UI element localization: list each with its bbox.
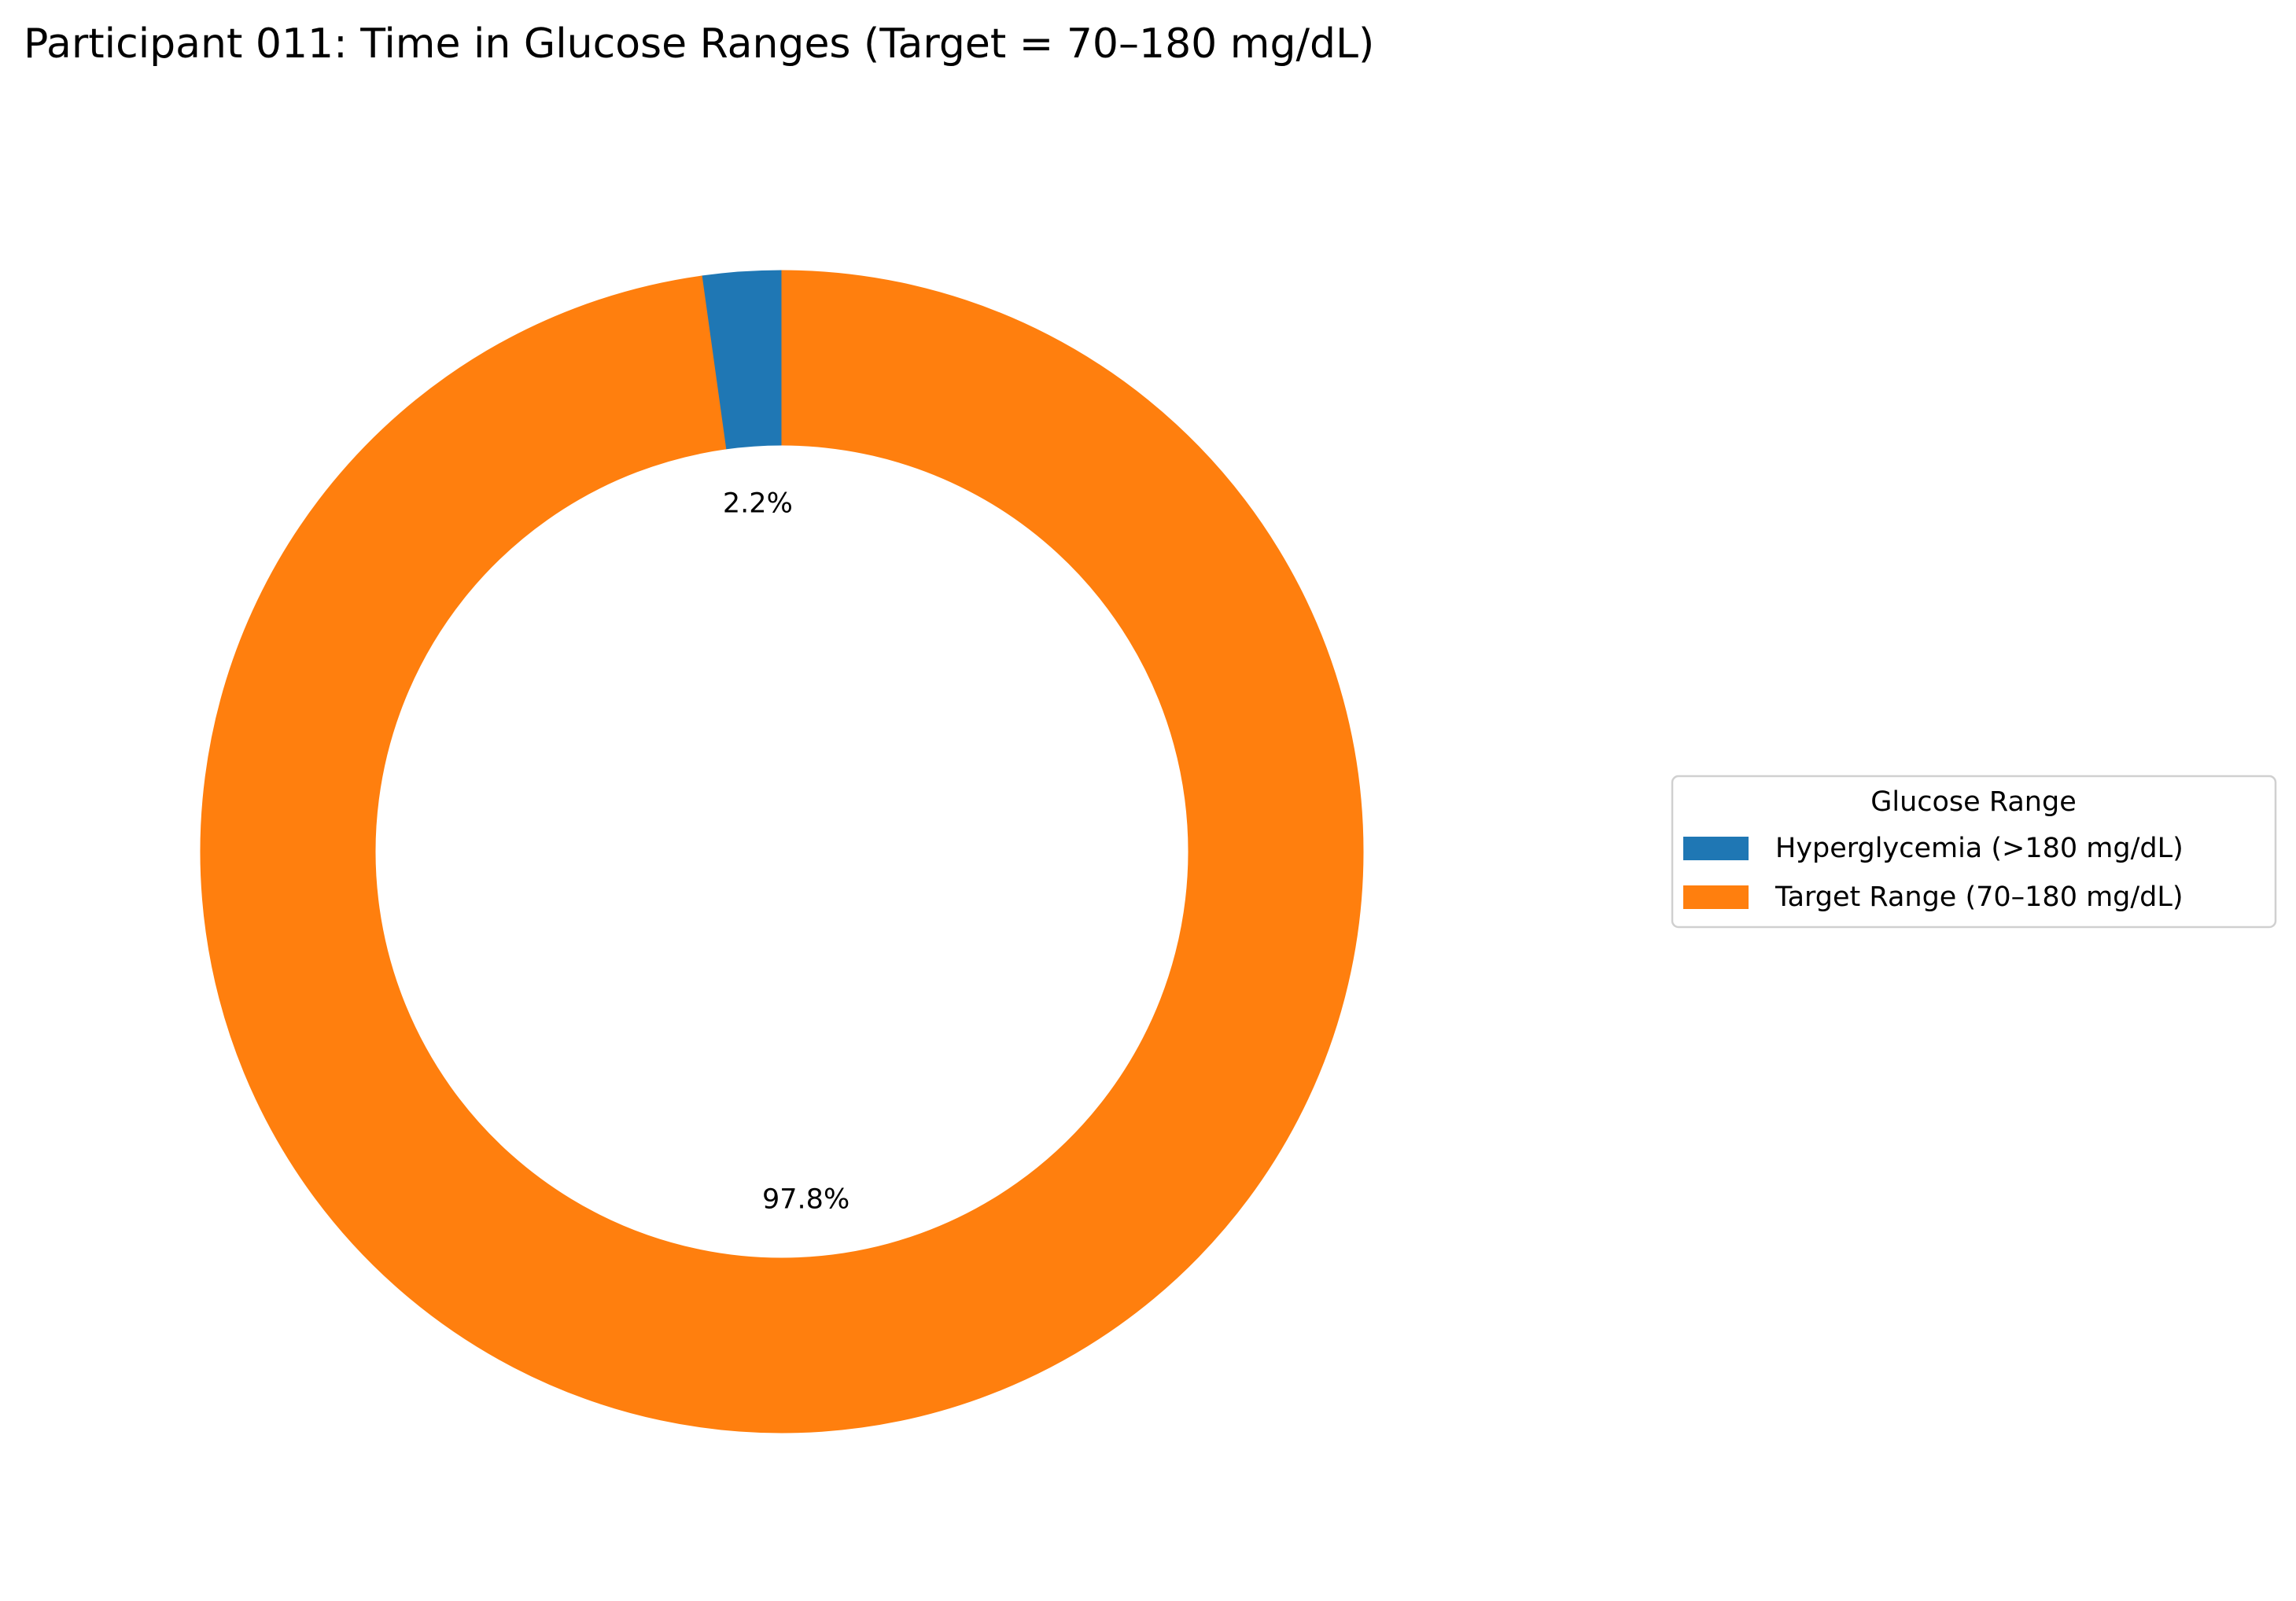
- legend-swatch-1: [1683, 885, 1749, 909]
- legend-swatch-0: [1683, 837, 1749, 860]
- legend: Glucose Range Hyperglycemia (>180 mg/dL)…: [1671, 775, 2277, 929]
- chart-title: Participant 011: Time in Glucose Ranges …: [24, 20, 1374, 68]
- legend-label-0: Hyperglycemia (>180 mg/dL): [1775, 833, 2184, 864]
- legend-label-1: Target Range (70–180 mg/dL): [1775, 881, 2184, 913]
- donut-slice-1: [200, 270, 1364, 1434]
- donut-slices: [200, 270, 1364, 1434]
- slice-value-label-1: 97.8%: [762, 1183, 849, 1215]
- legend-entries: Hyperglycemia (>180 mg/dL) Target Range (…: [1683, 833, 2184, 913]
- legend-title: Glucose Range: [1870, 786, 2077, 818]
- slice-value-label-0: 2.2%: [723, 488, 793, 520]
- legend-box: [1671, 775, 2277, 929]
- slice-labels: 2.2% 97.8%: [723, 488, 849, 1216]
